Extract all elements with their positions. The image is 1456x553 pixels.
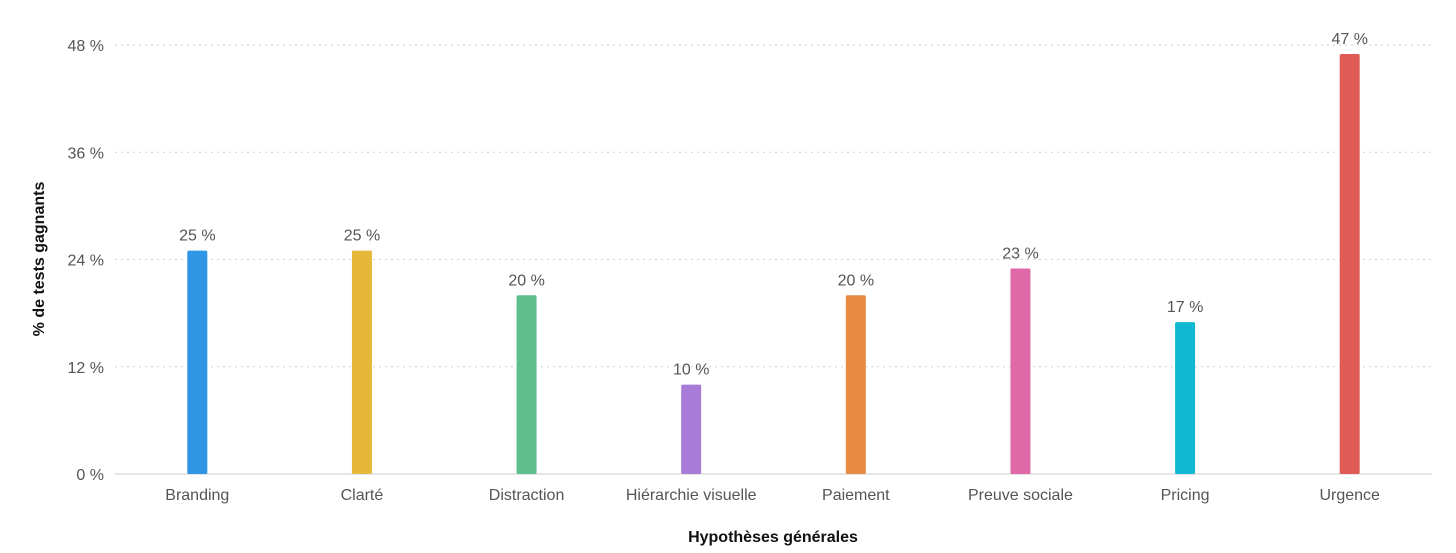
y-axis-title: % de tests gagnants bbox=[31, 182, 48, 337]
bar bbox=[187, 250, 208, 474]
bar-value-label: 47 % bbox=[1331, 31, 1367, 48]
bar bbox=[351, 250, 372, 474]
bar-value-label: 20 % bbox=[508, 272, 544, 289]
x-tick-label: Paiement bbox=[822, 487, 890, 504]
bars: 25 % 25 % 20 % 10 % 20 % 23 % 17 % 47 % bbox=[179, 31, 1368, 474]
x-tick-label: Hiérarchie visuelle bbox=[626, 487, 757, 504]
y-tick-label: 0 % bbox=[76, 467, 104, 484]
x-tick-label: Branding bbox=[165, 487, 229, 504]
bar-value-label: 25 % bbox=[179, 228, 215, 245]
y-tick-label: 12 % bbox=[68, 360, 104, 377]
y-tick-label: 36 % bbox=[68, 145, 104, 162]
x-tick-label: Urgence bbox=[1319, 487, 1380, 504]
y-axis-ticks: 0 % 12 % 24 % 36 % 48 % bbox=[68, 38, 104, 484]
bar bbox=[1010, 268, 1031, 474]
y-tick-label: 24 % bbox=[68, 253, 104, 270]
bar-value-label: 10 % bbox=[673, 362, 709, 379]
bar bbox=[1339, 53, 1360, 474]
bar-value-label: 23 % bbox=[1002, 245, 1038, 262]
x-axis-title: Hypothèses générales bbox=[688, 529, 858, 546]
bar bbox=[845, 295, 866, 474]
x-tick-label: Pricing bbox=[1161, 487, 1210, 504]
bar-value-label: 25 % bbox=[344, 228, 380, 245]
gridlines bbox=[115, 44, 1432, 368]
x-tick-label: Clarté bbox=[341, 487, 384, 504]
bar bbox=[1175, 322, 1196, 474]
bar-value-label: 17 % bbox=[1167, 299, 1203, 316]
bar-value-label: 20 % bbox=[838, 272, 874, 289]
y-tick-label: 48 % bbox=[68, 38, 104, 55]
x-tick-label: Distraction bbox=[489, 487, 565, 504]
bar bbox=[516, 295, 537, 474]
x-tick-label: Preuve sociale bbox=[968, 487, 1073, 504]
bar bbox=[681, 384, 702, 474]
x-axis-ticks: Branding Clarté Distraction Hiérarchie visu… bbox=[165, 487, 1380, 504]
